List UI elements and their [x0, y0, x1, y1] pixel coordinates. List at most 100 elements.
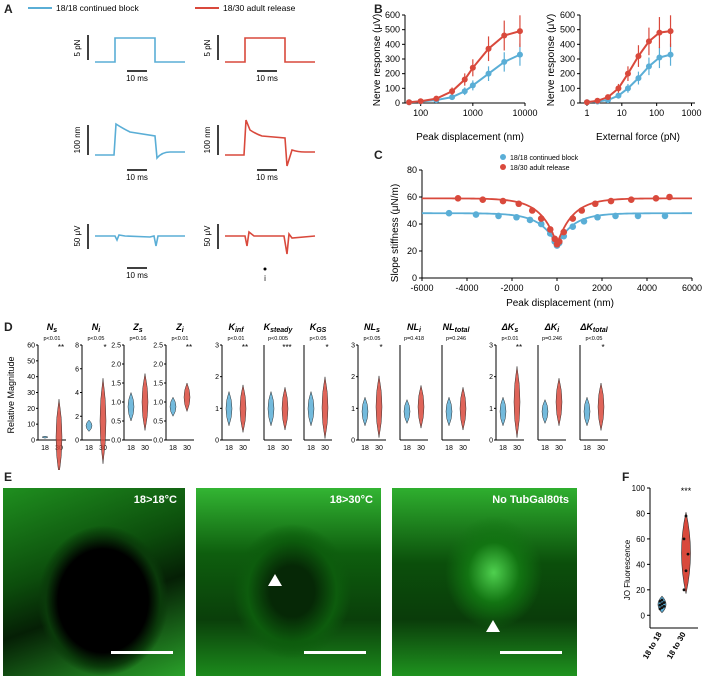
data-point: [485, 45, 492, 52]
y-tick-label: 2.0: [153, 362, 163, 369]
y-tick-label: 60: [636, 535, 645, 544]
series-line: [586, 30, 671, 104]
y-tick-label: 500: [560, 25, 575, 35]
significance-stars: *: [103, 343, 106, 352]
data-point: [569, 223, 577, 230]
significance-stars: *: [601, 343, 604, 352]
y-tick-label: 300: [385, 54, 400, 64]
violin-shape: [361, 396, 369, 427]
violin-shape: [183, 382, 191, 413]
violin-shape: [99, 378, 107, 464]
data-point: [546, 226, 554, 233]
y-tick-label: 1.0: [153, 400, 163, 407]
time-scale-1-right: 10 ms: [256, 74, 278, 83]
y-tick-label: 0: [570, 98, 575, 108]
data-point: [569, 215, 577, 222]
y-tick-label: 100: [385, 83, 400, 93]
panel-c-plot: 0 20 40 60 80 -6000 -4000 -2000 0 2000 4000 6000: [407, 165, 702, 293]
violin-group: Kinf p<0.01** 0 1 2 3 18 30: [215, 322, 250, 452]
data-point: [645, 38, 652, 45]
y-tick-label: 60: [27, 343, 35, 350]
violin-shape: [169, 396, 177, 417]
violin-shape: [127, 391, 135, 422]
data-point: [513, 213, 520, 221]
y-tick-label: 4: [75, 390, 79, 397]
trace-disp-blue: [95, 122, 185, 160]
y-tick-label: 0: [215, 438, 219, 445]
violin-title: Kinf: [228, 322, 244, 334]
y-tick-label: 400: [385, 39, 400, 49]
scale-force-left: 5 pN: [73, 39, 82, 56]
panel-c-legend-red: 18/30 adult release: [510, 165, 570, 172]
data-point: [594, 213, 601, 221]
violin-shape: [403, 399, 411, 424]
data-point: [417, 98, 424, 105]
p-value: p<0.01: [172, 336, 189, 342]
data-point: [469, 64, 476, 71]
violin-title: NLs: [364, 322, 380, 334]
panel-c: 18/18 continued block 18/30 adult releas…: [390, 154, 702, 309]
y-tick-label: 1: [489, 406, 493, 413]
data-point: [537, 220, 545, 228]
panel-c-xlabel: Peak displacement (nm): [506, 298, 614, 309]
y-tick-label: 1.0: [111, 400, 121, 407]
micrograph-label-1: 18>18°C: [133, 494, 177, 506]
x-tick-label: 30: [141, 445, 149, 452]
y-tick-label: 50: [27, 358, 35, 365]
x-tick-label: 18: [41, 445, 49, 452]
y-tick-label: 40: [407, 219, 417, 229]
data-point: [624, 85, 631, 92]
time-scale-2-right: 10 ms: [256, 173, 278, 182]
y-tick-label: 2.0: [111, 362, 121, 369]
data-point: [555, 238, 563, 245]
panel-b-ylabel-right: Nerve response (μV): [546, 14, 557, 106]
y-tick-label: 1: [351, 406, 355, 413]
violin-group: ΔKtotal p<0.05* 18 30: [579, 322, 608, 452]
y-tick-label: 3: [489, 343, 493, 350]
violin-shape: [541, 399, 549, 424]
y-tick-label: 3: [215, 343, 219, 350]
violin-title: KGS: [310, 322, 327, 334]
violin-shape: [141, 373, 149, 431]
y-tick-label: 0: [412, 273, 417, 283]
significance-stars: ***: [282, 343, 291, 352]
panel-f: JO Fluorescence 0 20 40 60 80 100 18 to 18 18 t…: [623, 484, 698, 661]
data-point: [667, 51, 674, 58]
data-point: [658, 607, 662, 611]
x-tick-label: 1000: [463, 108, 483, 118]
x-tick-label: 30: [513, 445, 521, 452]
violin-title: NLtotal: [443, 322, 471, 334]
p-value: p<0.05: [364, 336, 381, 342]
x-tick-label: 18: [225, 445, 233, 452]
scale-disp-left: 100 nm: [73, 126, 82, 153]
data-point: [615, 92, 622, 99]
violin-group: NLi p=0.418 18 30: [399, 322, 428, 452]
data-point: [449, 94, 456, 101]
violin-shape: [681, 512, 691, 594]
violin-shape: [225, 390, 233, 427]
violin-shape: [307, 390, 315, 427]
micrograph-label-3: No TubGal80ts: [492, 494, 569, 506]
y-tick-label: 0.0: [153, 438, 163, 445]
x-tick-label: 6000: [682, 283, 702, 293]
data-point: [516, 28, 523, 35]
violin-shape: [375, 375, 383, 438]
arrowhead-icon-1: [268, 574, 282, 586]
violin-group: Zs p=0.16 0.0 0.5 1.0 1.5 2.0 2.5 18 30: [111, 322, 152, 452]
panel-c-ylabel: Slope stiffness (μN/m): [390, 184, 401, 282]
panel-b: Nerve response (μV) Nerve response (μV) …: [372, 10, 702, 143]
y-tick-label: 400: [560, 39, 575, 49]
x-tick-label: 4000: [637, 283, 657, 293]
violin-group: KGS p<0.05* 18 30: [303, 322, 332, 452]
trace-volt-red: [225, 230, 316, 255]
panel-c-legend-blue: 18/18 continued block: [510, 155, 579, 162]
time-scale-3: 10 ms: [126, 271, 148, 280]
y-tick-label: 8: [75, 343, 79, 350]
violin-title: Zi: [175, 322, 185, 334]
panel-letter-f: F: [622, 470, 630, 484]
micrograph-label-2: 18>30°C: [329, 494, 373, 506]
x-tick-label: 18: [445, 445, 453, 452]
data-point: [501, 32, 508, 39]
scale-bar-2: [304, 651, 366, 654]
data-point: [667, 28, 674, 35]
